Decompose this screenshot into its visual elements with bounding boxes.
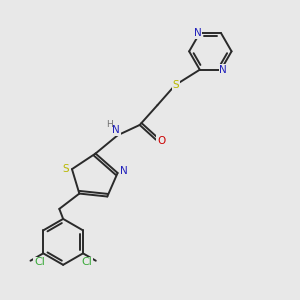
Text: N: N — [219, 65, 227, 75]
Text: Cl: Cl — [34, 257, 45, 267]
Text: O: O — [157, 136, 165, 146]
Text: S: S — [62, 164, 69, 174]
Text: N: N — [112, 125, 120, 135]
Text: N: N — [194, 28, 201, 38]
Text: Cl: Cl — [82, 257, 92, 267]
Text: H: H — [106, 120, 113, 129]
Text: N: N — [120, 167, 128, 176]
Text: S: S — [172, 80, 179, 90]
